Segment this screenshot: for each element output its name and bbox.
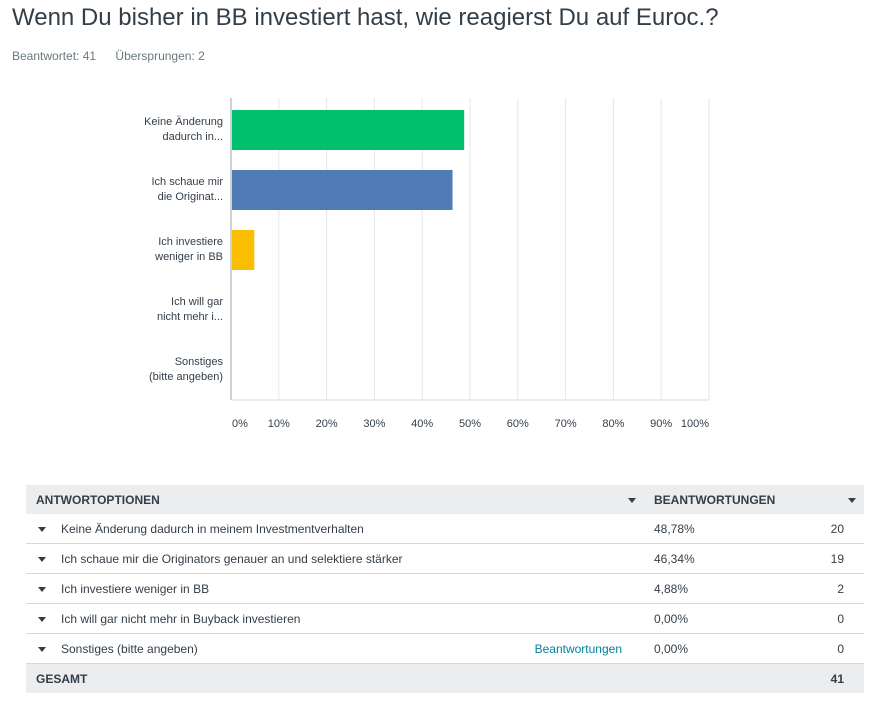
responses-link[interactable]: Beantwortungen (534, 641, 622, 656)
tick-label: 90% (650, 418, 673, 430)
table-header: ANTWORTOPTIONEN BEANTWORTUNGEN (26, 485, 864, 514)
tick-label: 40% (411, 418, 434, 430)
header-responses-label: BEANTWORTUNGEN (654, 492, 776, 507)
tick-label: 80% (602, 418, 625, 430)
expand-caret-icon[interactable] (38, 556, 46, 562)
category-label: Ich investiere weniger in BB (103, 235, 223, 265)
total-value: 41 (830, 671, 844, 686)
row-count: 2 (837, 581, 844, 596)
table-row: Ich investiere weniger in BB 4,88% 2 (26, 574, 864, 604)
bar[interactable] (232, 230, 255, 270)
row-count: 20 (830, 521, 844, 536)
row-percent: 48,78% (654, 521, 695, 536)
sort-caret-icon[interactable] (628, 497, 636, 503)
tick-label: 70% (554, 418, 577, 430)
tick-label: 50% (458, 418, 482, 430)
bar[interactable] (232, 110, 465, 150)
row-count: 0 (837, 611, 844, 626)
total-label: GESAMT (36, 671, 88, 686)
row-option-label: Ich investiere weniger in BB (61, 581, 210, 596)
question-title: Wenn Du bisher in BB investiert hast, wi… (12, 4, 719, 31)
table-row: Ich will gar nicht mehr in Buyback inves… (26, 604, 864, 634)
bar-chart: Keine Änderung dadurch in... Ich schaue mi… (0, 90, 881, 450)
row-count: 0 (837, 641, 844, 656)
tick-label: 20% (315, 418, 338, 430)
row-percent: 46,34% (654, 551, 695, 566)
category-label-line: Ich schaue mir (151, 176, 223, 188)
category-label-line: weniger in BB (155, 251, 223, 263)
expand-caret-icon[interactable] (38, 616, 46, 622)
category-label-line: die Originat... (157, 191, 223, 203)
expand-caret-icon[interactable] (38, 526, 46, 532)
header-options[interactable]: ANTWORTOPTIONEN (26, 493, 644, 507)
row-percent: 4,88% (654, 581, 689, 596)
row-option: Ich will gar nicht mehr in Buyback inves… (26, 612, 644, 626)
answered-count: Beantwortet: 41 (12, 49, 97, 63)
header-options-label: ANTWORTOPTIONEN (36, 492, 160, 507)
tick-label: 100% (680, 418, 710, 430)
category-label: Ich will gar nicht mehr i... (103, 295, 223, 325)
results-table: ANTWORTOPTIONEN BEANTWORTUNGEN Keine Änd… (26, 485, 864, 693)
row-percent: 0,00% (654, 611, 689, 626)
header-responses[interactable]: BEANTWORTUNGEN (644, 493, 864, 507)
chart-plot (230, 98, 710, 401)
row-option: Sonstiges (bitte angeben) Beantwortungen (26, 642, 644, 656)
table-row: Keine Änderung dadurch in meinem Investm… (26, 514, 864, 544)
category-label-line: dadurch in... (162, 131, 223, 143)
category-label: Ich schaue mir die Originat... (103, 175, 223, 205)
row-count: 19 (830, 551, 844, 566)
table-row: Ich schaue mir die Originators genauer a… (26, 544, 864, 574)
category-label: Keine Änderung dadurch in... (103, 115, 223, 145)
tick-label: 10% (267, 418, 290, 430)
row-option-label: Sonstiges (bitte angeben) (61, 641, 198, 656)
category-label-line: Sonstiges (174, 356, 223, 368)
category-label-line: nicht mehr i... (156, 311, 223, 323)
row-option: Ich schaue mir die Originators genauer a… (26, 552, 644, 566)
category-label-line: Keine Änderung (144, 116, 223, 128)
expand-caret-icon[interactable] (38, 586, 46, 592)
bar[interactable] (232, 170, 453, 210)
tick-label: 0% (232, 418, 248, 430)
category-label-line: Ich investiere (158, 236, 223, 248)
tick-label: 60% (506, 418, 529, 430)
row-option: Keine Änderung dadurch in meinem Investm… (26, 522, 644, 536)
row-option-label: Keine Änderung dadurch in meinem Investm… (61, 521, 364, 536)
row-option: Ich investiere weniger in BB (26, 582, 644, 596)
category-label-line: Ich will gar (171, 296, 223, 308)
row-option-label: Ich will gar nicht mehr in Buyback inves… (61, 611, 301, 626)
category-label-line: (bitte angeben) (149, 371, 223, 383)
sort-caret-icon[interactable] (848, 497, 856, 503)
row-option-label: Ich schaue mir die Originators genauer a… (61, 551, 403, 566)
skipped-count: Übersprungen: 2 (115, 49, 205, 63)
table-row: Sonstiges (bitte angeben) Beantwortungen 0… (26, 634, 864, 664)
expand-caret-icon[interactable] (38, 646, 46, 652)
response-stats: Beantwortet: 41 Übersprungen: 2 (12, 49, 205, 63)
tick-label: 30% (363, 418, 386, 430)
row-percent: 0,00% (654, 641, 689, 656)
total-row: GESAMT 41 (26, 664, 864, 693)
category-label: Sonstiges (bitte angeben) (103, 355, 223, 385)
